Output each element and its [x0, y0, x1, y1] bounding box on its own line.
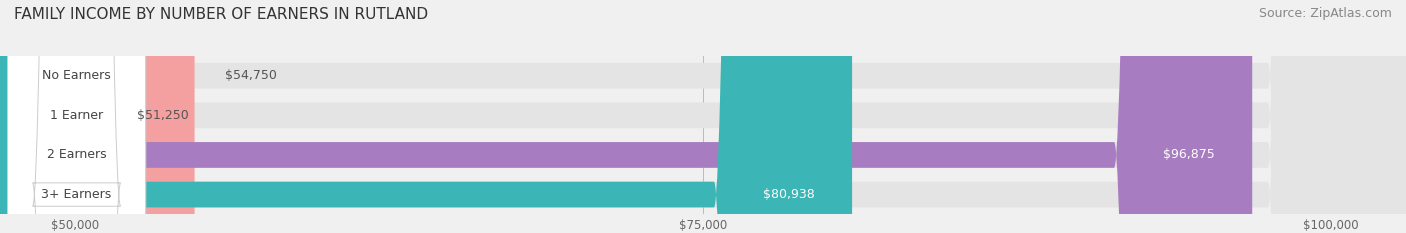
FancyBboxPatch shape	[7, 0, 146, 233]
FancyBboxPatch shape	[0, 0, 138, 233]
FancyBboxPatch shape	[7, 0, 146, 233]
Text: $54,750: $54,750	[225, 69, 277, 82]
Text: 2 Earners: 2 Earners	[46, 148, 107, 161]
Text: $96,875: $96,875	[1163, 148, 1215, 161]
Text: 1 Earner: 1 Earner	[51, 109, 103, 122]
FancyBboxPatch shape	[0, 0, 194, 233]
FancyBboxPatch shape	[7, 0, 146, 233]
FancyBboxPatch shape	[7, 0, 146, 233]
Text: $80,938: $80,938	[762, 188, 814, 201]
Text: $51,250: $51,250	[136, 109, 188, 122]
Text: 3+ Earners: 3+ Earners	[41, 188, 111, 201]
FancyBboxPatch shape	[0, 0, 1253, 233]
Text: FAMILY INCOME BY NUMBER OF EARNERS IN RUTLAND: FAMILY INCOME BY NUMBER OF EARNERS IN RU…	[14, 7, 429, 22]
FancyBboxPatch shape	[0, 0, 852, 233]
Text: Source: ZipAtlas.com: Source: ZipAtlas.com	[1258, 7, 1392, 20]
Text: No Earners: No Earners	[42, 69, 111, 82]
